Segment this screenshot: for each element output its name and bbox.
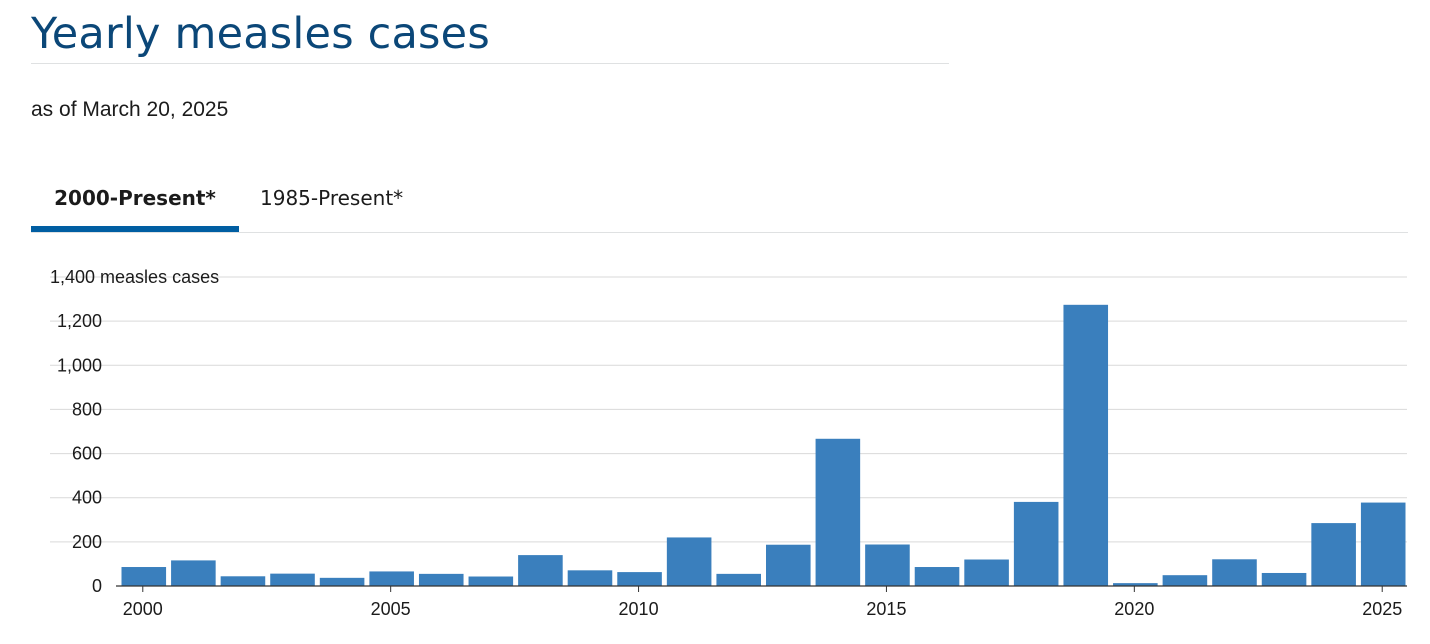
bar bbox=[914, 567, 960, 586]
bar bbox=[617, 572, 662, 586]
bar bbox=[518, 555, 563, 586]
bar bbox=[1311, 523, 1356, 586]
bar bbox=[1261, 572, 1307, 586]
x-tick-label: 2010 bbox=[619, 599, 659, 619]
bar bbox=[865, 544, 910, 586]
bar bbox=[1162, 575, 1208, 586]
y-tick-label: 0 bbox=[92, 576, 102, 596]
bar bbox=[171, 560, 216, 586]
bar bbox=[1063, 304, 1109, 586]
bar bbox=[666, 537, 712, 586]
bar bbox=[964, 559, 1009, 586]
y-tick-label: 1,200 bbox=[57, 311, 102, 331]
x-tick-label: 2005 bbox=[371, 599, 411, 619]
bar bbox=[716, 573, 761, 586]
y-tick-label: 1,000 bbox=[57, 355, 102, 375]
y-tick-label: 400 bbox=[72, 488, 102, 508]
y-tick-label: 800 bbox=[72, 399, 102, 419]
bar bbox=[220, 576, 266, 586]
bar bbox=[369, 571, 414, 586]
measles-bar-chart: 0 200 400 600 800 1,000 1,200 1,400 measles cas… bbox=[50, 267, 1407, 619]
bar bbox=[567, 570, 613, 586]
bar bbox=[766, 544, 811, 586]
bar bbox=[1360, 502, 1406, 586]
x-tick-label: 2015 bbox=[866, 599, 906, 619]
bar bbox=[1013, 501, 1059, 586]
y-tick-label: 1,400 measles cases bbox=[50, 267, 219, 287]
tab-bar: 2000-Present* 1985-Present* bbox=[31, 170, 1408, 233]
bar bbox=[815, 438, 861, 586]
page-title: Yearly measles cases bbox=[31, 9, 490, 59]
bar bbox=[418, 573, 464, 586]
as-of-date: as of March 20, 2025 bbox=[31, 98, 229, 121]
bar bbox=[1113, 583, 1158, 586]
x-tick-label: 2000 bbox=[123, 599, 163, 619]
bar bbox=[270, 573, 315, 586]
bar bbox=[468, 576, 514, 586]
bar bbox=[121, 567, 167, 586]
x-tick-label: 2025 bbox=[1362, 599, 1402, 619]
title-divider bbox=[31, 63, 949, 64]
x-tick-label: 2020 bbox=[1114, 599, 1154, 619]
tab-2000-present[interactable]: 2000-Present* bbox=[31, 170, 239, 232]
y-tick-label: 600 bbox=[72, 444, 102, 464]
y-tick-label: 200 bbox=[72, 532, 102, 552]
tab-1985-present[interactable]: 1985-Present* bbox=[260, 186, 404, 210]
bar bbox=[319, 577, 365, 586]
bar bbox=[1212, 559, 1257, 586]
